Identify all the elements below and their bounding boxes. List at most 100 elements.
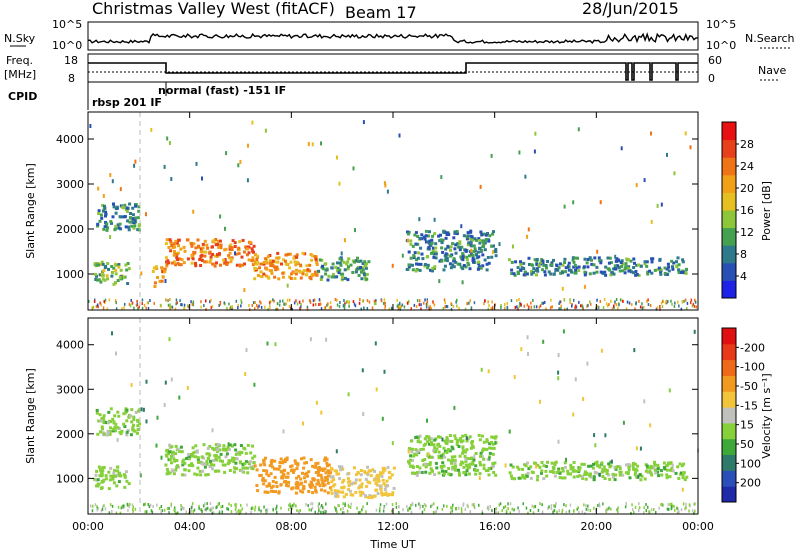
v-cell bbox=[318, 484, 322, 488]
p-cell bbox=[114, 224, 118, 228]
p-ground-cell bbox=[293, 301, 296, 305]
p-ground-cell bbox=[141, 298, 144, 302]
v-cell bbox=[635, 475, 639, 479]
v-cell bbox=[329, 475, 333, 479]
v-cell bbox=[445, 451, 449, 454]
v-ground-cell bbox=[198, 504, 200, 508]
v-noise-cell bbox=[145, 379, 148, 384]
p-ground-cell bbox=[326, 303, 328, 307]
p-cell bbox=[455, 230, 459, 233]
p-ground-cell bbox=[415, 305, 418, 308]
p-cell bbox=[360, 270, 363, 274]
v-cell bbox=[104, 477, 108, 481]
p-cell bbox=[288, 266, 292, 270]
v-cell bbox=[100, 425, 104, 429]
v-cell bbox=[106, 431, 110, 435]
p-cell bbox=[164, 256, 168, 260]
v-cell bbox=[424, 465, 428, 469]
v-cell bbox=[170, 450, 174, 454]
v-cell bbox=[677, 476, 681, 480]
p-cell bbox=[251, 263, 255, 267]
p-cell bbox=[609, 261, 613, 265]
v-cell bbox=[314, 488, 318, 492]
v-cell bbox=[618, 470, 622, 474]
v-ground-cell bbox=[89, 504, 92, 508]
v-cell bbox=[108, 430, 112, 434]
v-cell bbox=[511, 465, 515, 469]
p-cell bbox=[676, 256, 680, 260]
v-cell bbox=[411, 447, 414, 451]
v-cell bbox=[174, 452, 178, 456]
v-cell bbox=[250, 466, 254, 470]
v-ground-cell bbox=[266, 508, 269, 512]
v-cell bbox=[116, 465, 119, 469]
v-noise-cell bbox=[565, 457, 567, 462]
v-ground-cell bbox=[260, 509, 262, 513]
nsky-right-tick-top: 10^5 bbox=[706, 18, 736, 31]
p-cell bbox=[481, 264, 485, 268]
v-cell bbox=[243, 466, 247, 470]
p-cell bbox=[175, 241, 179, 245]
v-colorbar-swatch bbox=[722, 470, 736, 487]
v-cell bbox=[416, 440, 420, 443]
v-ground-cell bbox=[383, 506, 385, 509]
v-cell bbox=[342, 478, 346, 482]
p-ground-cell bbox=[324, 306, 327, 310]
p-cell bbox=[445, 231, 449, 235]
v-noise-cell bbox=[347, 392, 350, 397]
v-ground-cell bbox=[338, 504, 340, 508]
v-cell bbox=[545, 474, 549, 478]
v-noise-cell bbox=[622, 420, 625, 425]
p-cell bbox=[106, 277, 109, 281]
v-cell bbox=[447, 472, 451, 476]
p-cell bbox=[575, 266, 579, 270]
v-cell bbox=[652, 466, 656, 470]
v-noise-cell bbox=[168, 337, 171, 342]
v-cell bbox=[302, 456, 306, 460]
v-noise-cell bbox=[643, 399, 646, 404]
v-cell bbox=[233, 443, 237, 447]
v-ground-cell bbox=[158, 507, 161, 510]
p-ground-cell bbox=[237, 306, 239, 310]
p-cell bbox=[228, 251, 232, 255]
p-ground-cell bbox=[549, 306, 552, 310]
p-ground-cell bbox=[407, 301, 409, 305]
v-ground-cell bbox=[583, 503, 585, 507]
p-cell bbox=[290, 272, 294, 276]
v-noise-cell bbox=[539, 399, 541, 404]
p-cell bbox=[624, 265, 628, 269]
p-cell bbox=[326, 278, 330, 282]
v-cell bbox=[131, 428, 135, 432]
v-cell bbox=[678, 462, 682, 466]
p-cell bbox=[295, 253, 299, 257]
v-cell bbox=[212, 459, 216, 462]
v-cell bbox=[258, 474, 262, 477]
v-cell bbox=[421, 459, 425, 462]
v-cell bbox=[224, 448, 228, 452]
v-ground-cell bbox=[585, 507, 588, 511]
v-ground-cell bbox=[411, 502, 414, 506]
p-cell bbox=[527, 256, 531, 260]
v-cell bbox=[282, 459, 286, 463]
p-cell bbox=[564, 266, 568, 270]
p-cell bbox=[441, 250, 445, 254]
v-cell bbox=[488, 442, 492, 446]
p-cell bbox=[637, 273, 641, 277]
v-noise-cell bbox=[668, 388, 671, 393]
v-ground-cell bbox=[481, 511, 484, 515]
p-cell bbox=[166, 259, 170, 263]
v-cell bbox=[182, 458, 186, 462]
p-cell bbox=[351, 271, 355, 274]
v-cell bbox=[467, 472, 471, 476]
p-cell bbox=[595, 270, 599, 274]
p-cell bbox=[364, 264, 368, 268]
p-cell bbox=[476, 267, 480, 271]
p-cell bbox=[247, 251, 251, 255]
v-cell bbox=[246, 443, 250, 447]
v-cell bbox=[386, 493, 390, 497]
p-ground-cell bbox=[617, 306, 619, 310]
v-ground-cell bbox=[375, 508, 378, 512]
p-ground-cell bbox=[413, 303, 416, 307]
p-ytick-label: 1000 bbox=[56, 268, 84, 281]
v-cell bbox=[307, 490, 311, 493]
